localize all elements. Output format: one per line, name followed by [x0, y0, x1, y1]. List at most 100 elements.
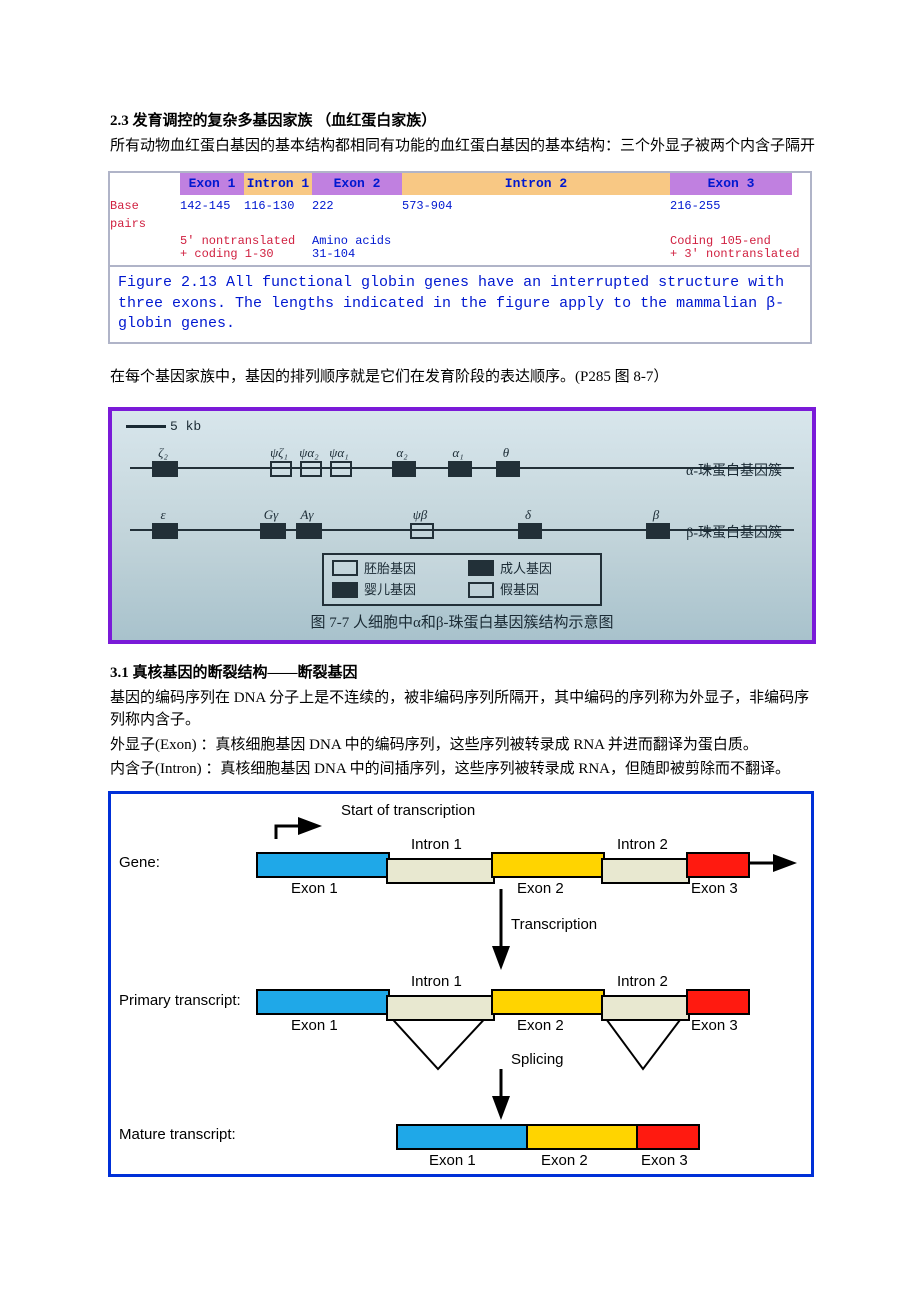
beta-track-label: β-珠蛋白基因簇 — [686, 523, 782, 544]
legend-swatch — [332, 560, 358, 576]
legend-item: 假基因 — [468, 580, 592, 600]
fig1-bp-value: 142-145 — [180, 197, 244, 233]
mature-exon3-label: Exon 3 — [641, 1150, 688, 1173]
gene-label: Aγ — [300, 505, 313, 525]
gene-label: α₁ — [452, 443, 463, 463]
fig1-segment: Intron 2 — [402, 173, 670, 195]
section-2-3-text: 所有动物血红蛋白基因的基本结构都相同有功能的血红蛋白基因的基本结构：三个外显子被… — [110, 135, 820, 158]
gene-label: ζ₂ — [158, 443, 168, 463]
mature-exon1-label: Exon 1 — [429, 1150, 476, 1173]
legend-text: 成人基因 — [500, 559, 552, 579]
legend-item: 婴儿基因 — [332, 580, 456, 600]
gene-box — [152, 523, 178, 539]
mature-exon2-label: Exon 2 — [541, 1150, 588, 1173]
fig1-segment — [110, 173, 180, 195]
primary-exon3 — [686, 989, 750, 1015]
mature-exon3 — [636, 1124, 700, 1150]
gene-label: ψβ — [413, 505, 428, 525]
primary-intron2-label: Intron 2 — [617, 971, 668, 994]
fig1-segment: Exon 1 — [180, 173, 244, 195]
gene-box — [260, 523, 286, 539]
fig1-bp-value: 573-904 — [402, 197, 670, 233]
gene-label: ψζ₁ — [270, 443, 288, 463]
gene-label: Gγ — [264, 505, 279, 525]
gene-box — [296, 523, 322, 539]
fig3-mature-label: Mature transcript: — [119, 1124, 236, 1147]
primary-intron2 — [601, 995, 690, 1021]
section-3-1-heading: 3.1 真核基因的断裂结构——断裂基因 — [110, 662, 820, 685]
gene-exon3 — [686, 852, 750, 878]
primary-exon1 — [256, 989, 390, 1015]
gene-label: α₂ — [396, 443, 407, 463]
legend-text: 假基因 — [500, 580, 539, 600]
primary-exon1-label: Exon 1 — [291, 1015, 338, 1038]
gene-box — [410, 523, 434, 539]
fig1-bp-label: Base pairs — [110, 197, 180, 233]
gene-box — [518, 523, 542, 539]
gene-intron2-label: Intron 2 — [617, 834, 668, 857]
figure-transcription-splicing: Start of transcription Gene: — [108, 791, 814, 1177]
mature-exon2 — [526, 1124, 640, 1150]
fig1-caption: Figure 2.13 All functional globin genes … — [110, 265, 810, 342]
legend-text: 胚胎基因 — [364, 559, 416, 579]
transcription-label: Transcription — [511, 914, 597, 937]
gene-intron1-label: Intron 1 — [411, 834, 462, 857]
fig1-note-left-1: 5' nontranslated — [180, 234, 295, 248]
gene-exon1-label: Exon 1 — [291, 878, 338, 901]
legend-swatch — [468, 560, 494, 576]
mid-paragraph: 在每个基因家族中，基因的排列顺序就是它们在发育阶段的表达顺序。(P285 图 8… — [110, 366, 820, 389]
fig1-note-mid-2: 31-104 — [312, 247, 355, 261]
beta-globin-track: β-珠蛋白基因簇 εGγAγψβδβ — [130, 509, 794, 543]
fig1-segment: Exon 3 — [670, 173, 792, 195]
gene-label: ψα₁ — [329, 443, 348, 463]
legend-swatch — [468, 582, 494, 598]
section-3-1-p3: 内含子(Intron) ：真核细胞基因 DNA 中的间插序列，这些序列被转录成 … — [110, 758, 820, 781]
legend-item: 成人基因 — [468, 559, 592, 579]
figure-globin-gene-structure: Exon 1Intron 1Exon 2Intron 2Exon 3 Base … — [108, 171, 812, 344]
gene-box — [270, 461, 292, 477]
fig1-note-right-2: + 3' nontranslated — [670, 247, 800, 261]
gene-label: β — [653, 505, 659, 525]
fig1-bp-value: 222 — [312, 197, 402, 233]
alpha-globin-track: α-珠蛋白基因簇 ζ₂ψζ₁ψα₂ψα₁α₂α₁θ — [130, 447, 794, 481]
gene-box — [448, 461, 472, 477]
gene-box — [392, 461, 416, 477]
mature-exon1 — [396, 1124, 530, 1150]
gene-exon2 — [491, 852, 605, 878]
fig1-note-left-2: + coding 1-30 — [180, 247, 274, 261]
figure-globin-clusters: 5 kb α-珠蛋白基因簇 ζ₂ψζ₁ψα₂ψα₁α₂α₁θ β-珠蛋白基因簇 … — [108, 407, 816, 645]
gene-exon3-label: Exon 3 — [691, 878, 738, 901]
section-3-1-p2: 外显子(Exon) ：真核细胞基因 DNA 中的编码序列，这些序列被转录成 RN… — [110, 734, 820, 757]
gene-label: θ — [503, 443, 509, 463]
gene-exon2-label: Exon 2 — [517, 878, 564, 901]
gene-label: ψα₂ — [299, 443, 318, 463]
alpha-track-label: α-珠蛋白基因簇 — [686, 461, 782, 482]
gene-box — [152, 461, 178, 477]
fig1-segment: Intron 1 — [244, 173, 312, 195]
section-2-3-heading: 2.3 发育调控的复杂多基因家族 （血红蛋白家族） — [110, 110, 820, 133]
fig1-bp-value: 216-255 — [670, 197, 792, 233]
gene-exon1 — [256, 852, 390, 878]
primary-intron1 — [386, 995, 495, 1021]
gene-label: δ — [525, 505, 531, 525]
section-3-1-p1: 基因的编码序列在 DNA 分子上是不连续的，被非编码序列所隔开，其中编码的序列称… — [110, 687, 820, 732]
gene-box — [646, 523, 670, 539]
gene-label: ε — [160, 505, 165, 525]
fig2-scale: 5 kb — [126, 417, 201, 437]
legend-swatch — [332, 582, 358, 598]
primary-intron1-label: Intron 1 — [411, 971, 462, 994]
splicing-label: Splicing — [511, 1049, 564, 1072]
fig2-title: 图 7-7 人细胞中α和β-珠蛋白基因簇结构示意图 — [112, 612, 812, 635]
legend-item: 胚胎基因 — [332, 559, 456, 579]
primary-exon2-label: Exon 2 — [517, 1015, 564, 1038]
gene-box — [300, 461, 322, 477]
fig1-bp-value: 116-130 — [244, 197, 312, 233]
gene-intron1 — [386, 858, 495, 884]
fig1-note-right-1: Coding 105-end — [670, 234, 771, 248]
legend-text: 婴儿基因 — [364, 580, 416, 600]
fig1-segment: Exon 2 — [312, 173, 402, 195]
fig1-note-mid-1: Amino acids — [312, 234, 391, 248]
gene-box — [496, 461, 520, 477]
gene-box — [330, 461, 352, 477]
gene-intron2 — [601, 858, 690, 884]
